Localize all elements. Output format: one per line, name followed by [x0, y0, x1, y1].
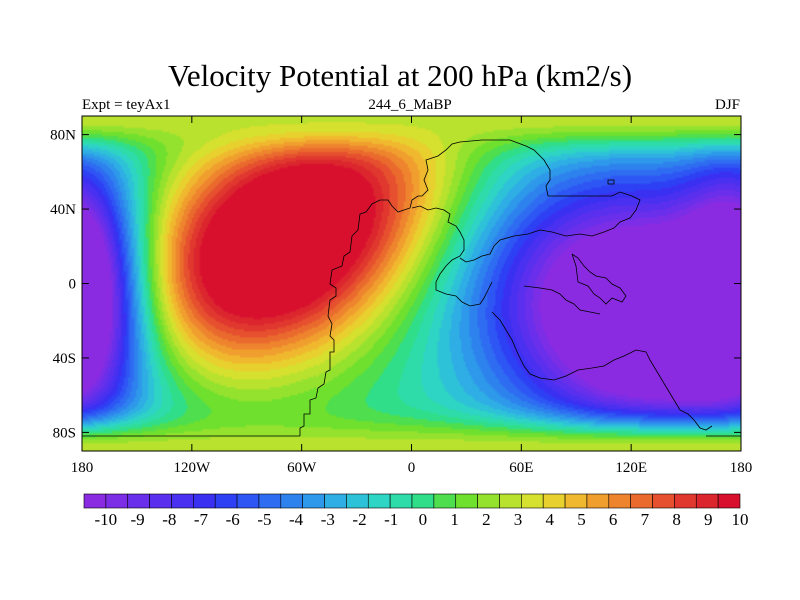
- colorbar-label: 2: [482, 510, 491, 529]
- colorbar-label: 9: [704, 510, 713, 529]
- colorbar-swatch: [608, 493, 631, 509]
- colorbar-label: 1: [450, 510, 459, 529]
- colorbar-swatch: [521, 493, 544, 509]
- y-axis: 80N 40N 0 40S 80S: [50, 128, 741, 441]
- colorbar-swatch: [564, 493, 588, 509]
- y-tick-label: 40S: [53, 351, 76, 367]
- colorbar-swatch: [499, 493, 522, 509]
- colorbar-label: -9: [130, 510, 144, 529]
- island-japan: [607, 179, 615, 185]
- x-tick-label: 120E: [615, 460, 647, 476]
- colorbar-label: -8: [162, 510, 176, 529]
- colorbar-label: 0: [419, 510, 428, 529]
- colorbar-label: -3: [321, 510, 335, 529]
- colorbar-label: 6: [609, 510, 618, 529]
- y-tick-label: 0: [69, 277, 77, 293]
- colorbar-swatch: [674, 493, 697, 509]
- colorbar-swatch: [586, 493, 610, 509]
- colorbar-label: 5: [577, 510, 586, 529]
- colorbar-swatch: [171, 493, 194, 509]
- colorbar-label: 4: [546, 510, 555, 529]
- colorbar-label: -10: [95, 510, 118, 529]
- colorbar-swatch: [236, 493, 260, 509]
- colorbar-swatch: [477, 493, 500, 509]
- colorbar-swatch: [149, 493, 172, 509]
- colorbar-swatch: [717, 493, 741, 509]
- y-tick-label: 80N: [50, 128, 76, 144]
- colorbar-swatch: [105, 493, 129, 509]
- x-axis: 180 120W 60W 0 60E 120E 180: [71, 116, 753, 476]
- colorbar-label: -1: [384, 510, 398, 529]
- colorbar-swatch: [630, 493, 653, 509]
- colorbar-swatch: [324, 493, 347, 509]
- colorbar-swatch: [258, 493, 282, 509]
- y-tick-label: 80S: [53, 425, 76, 441]
- x-tick-label: 180: [730, 460, 753, 476]
- colorbar-swatch: [455, 493, 478, 509]
- colorbar-swatch: [433, 493, 457, 509]
- colorbar: -10 -9 -8 -7 -6 -5 -4 -3 -2 -1 0 1 2 3 4 5 6 7 8 9 10: [83, 493, 749, 529]
- colorbar-label: 3: [514, 510, 523, 529]
- coastline-asia: [459, 227, 615, 263]
- colorbar-swatch: [542, 493, 566, 509]
- colorbar-swatch: [389, 493, 413, 509]
- chart-title: Velocity Potential at 200 hPa (km2/s): [167, 58, 633, 93]
- season-label: DJF: [714, 97, 740, 113]
- experiment-label: Expt = teyAx1: [82, 97, 171, 113]
- colorbar-swatch: [214, 493, 238, 509]
- coastline-australia: [491, 311, 713, 431]
- colorbar-swatch: [280, 493, 303, 509]
- coastline-americas: [299, 139, 641, 436]
- colorbar-swatch: [346, 493, 369, 509]
- coastline-maritime: [523, 285, 601, 315]
- colorbar-label: -6: [226, 510, 240, 529]
- coastline-southeast-asia: [571, 253, 627, 305]
- run-label: 244_6_MaBP: [368, 97, 452, 113]
- x-tick-label: 60E: [509, 460, 533, 476]
- plot-area: [82, 116, 741, 451]
- colorbar-label: -7: [194, 510, 209, 529]
- velocity-potential-field: [82, 116, 741, 451]
- y-tick-label: 40N: [50, 202, 76, 218]
- colorbar-label: 8: [672, 510, 681, 529]
- x-tick-label: 60W: [287, 460, 317, 476]
- colorbar-swatch: [367, 493, 391, 509]
- x-tick-label: 120W: [173, 460, 211, 476]
- colorbar-swatch: [83, 493, 107, 509]
- colorbar-label: 7: [641, 510, 650, 529]
- colorbar-label: -4: [289, 510, 304, 529]
- colorbar-swatch: [411, 493, 435, 509]
- x-tick-label: 0: [408, 460, 416, 476]
- colorbar-swatch: [193, 493, 216, 509]
- x-tick-label: 180: [71, 460, 94, 476]
- coastlines: [82, 139, 741, 437]
- colorbar-swatch: [652, 493, 675, 509]
- colorbar-label: 10: [732, 510, 749, 529]
- colorbar-swatch: [127, 493, 150, 509]
- colorbar-swatch: [695, 493, 719, 509]
- coastline-africa-europe: [411, 205, 493, 307]
- colorbar-label: -5: [257, 510, 271, 529]
- colorbar-label: -2: [352, 510, 366, 529]
- colorbar-swatch: [302, 493, 325, 509]
